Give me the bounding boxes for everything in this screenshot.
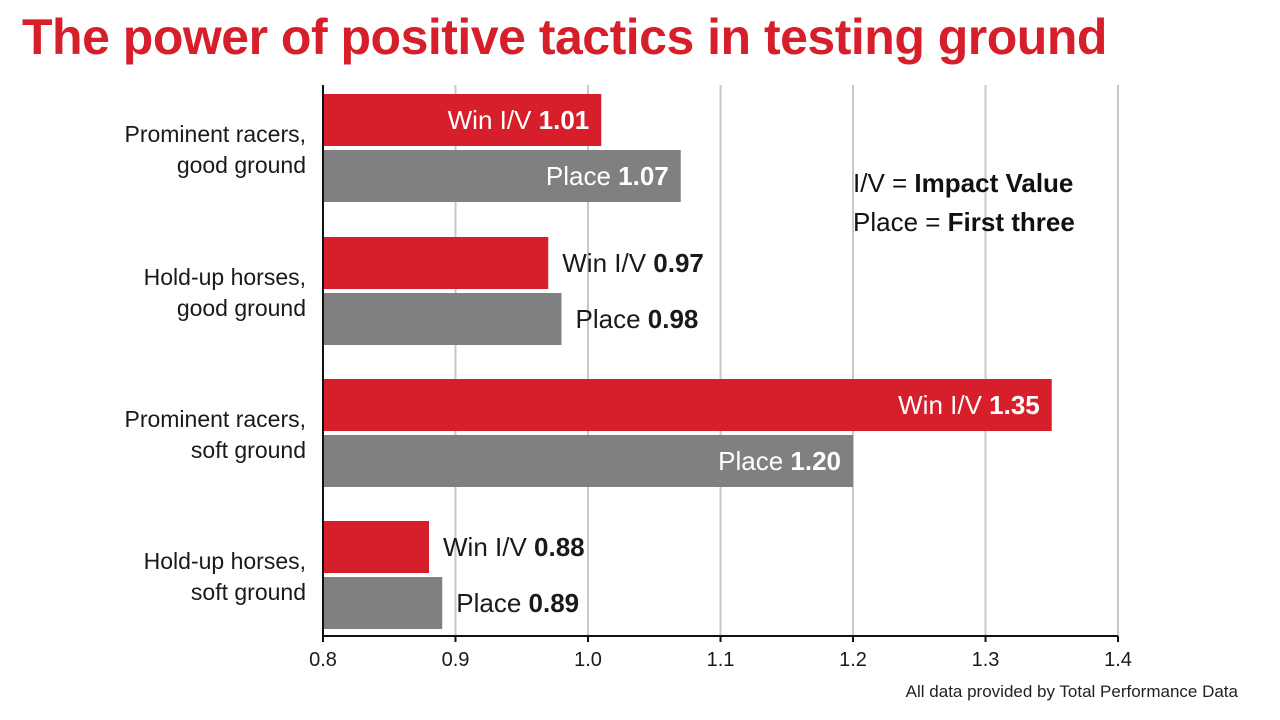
legend-note: Place = First three	[853, 207, 1075, 237]
category-label: Hold-up horses, good ground	[144, 264, 306, 321]
chart-title: The power of positive tactics in testing…	[22, 9, 1107, 65]
place-bar	[323, 150, 681, 202]
win-bar	[323, 237, 549, 289]
x-tick-label: 1.2	[839, 649, 867, 671]
bar-label: Place 0.89	[456, 588, 579, 618]
bar-label: Win I/V 1.35	[898, 390, 1040, 420]
x-tick-label: 0.8	[309, 649, 337, 671]
source-note: All data provided by Total Performance D…	[905, 682, 1238, 701]
legend-note: I/V = Impact Value	[853, 168, 1073, 198]
bar-label: Win I/V 0.88	[443, 532, 585, 562]
bar-label: Place 1.07	[546, 161, 669, 191]
category-label: Prominent racers, good ground	[124, 121, 306, 178]
win-bar	[323, 94, 602, 146]
bar-label: Win I/V 0.97	[562, 248, 704, 278]
place-bar	[323, 293, 562, 345]
category-label: Hold-up horses, soft ground	[144, 548, 306, 605]
win-bar	[323, 521, 429, 573]
bar-label: Win I/V 1.01	[448, 105, 590, 135]
place-bar	[323, 577, 443, 629]
category-label: Prominent racers, soft ground	[124, 406, 306, 463]
win-bar	[323, 379, 1052, 431]
x-tick-label: 1.0	[574, 649, 602, 671]
x-tick-label: 1.3	[972, 649, 1000, 671]
x-tick-label: 0.9	[442, 649, 470, 671]
bar-label: Place 1.20	[718, 446, 841, 476]
bar-label: Place 0.98	[576, 304, 699, 334]
place-bar	[323, 435, 853, 487]
x-tick-label: 1.4	[1104, 649, 1132, 671]
x-tick-label: 1.1	[707, 649, 735, 671]
